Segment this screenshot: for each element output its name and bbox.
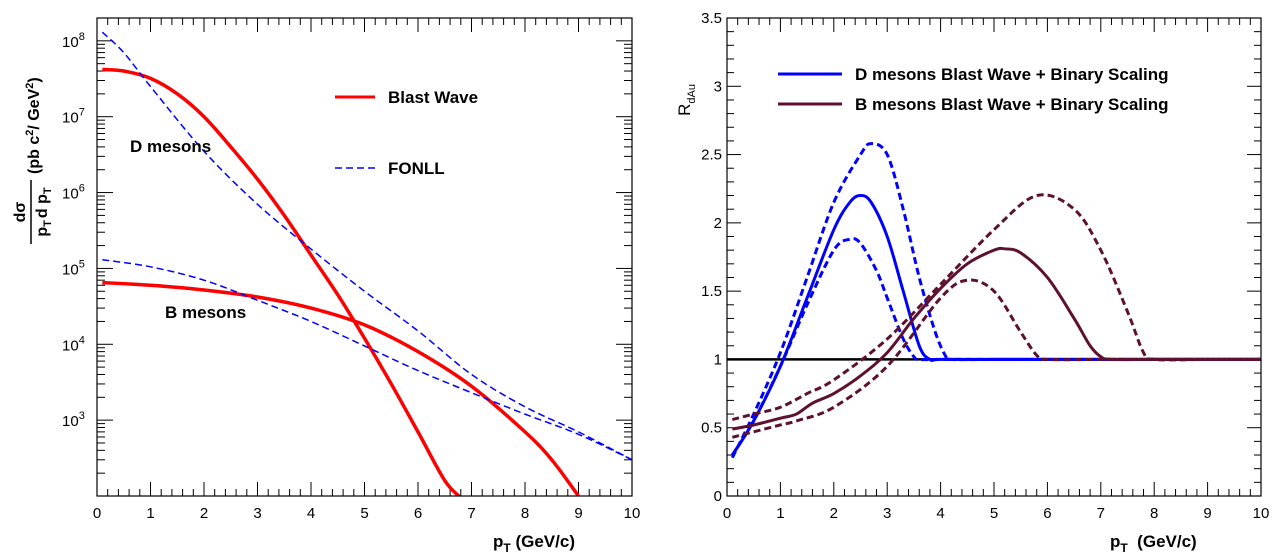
left-y-tick-label: 105 [62,258,85,278]
right-x-tick-label: 5 [990,505,998,522]
left-x-tick-label: 4 [307,505,315,522]
left-x-tick-label: 0 [93,505,101,522]
left-series-line-1 [101,31,632,461]
left-x-tick-label: 5 [360,505,368,522]
right-x-tick-label: 4 [936,505,944,522]
right-series-line-3 [731,237,1261,456]
left-series-line-3 [102,259,632,461]
left-y-tick-label: 103 [62,410,85,430]
right-x-tick-label: 6 [1043,505,1051,522]
right-x-tick-label: 2 [830,505,838,522]
ylabel-units: (pb c2/ GeV2) [24,77,43,174]
right-series-line-6 [731,278,1261,439]
right-y-tick-label: 3 [714,78,722,95]
right-x-tick-label: 1 [776,505,784,522]
annotation-d-mesons: D mesons [130,137,211,156]
right-y-tick-label: 2.5 [701,147,722,164]
right-legend: D mesons Blast Wave + Binary Scaling B m… [778,65,1169,114]
left-chart: 0 1 2 3 4 5 6 7 8 9 10 103 104 105 106 107 108 pT (GeV/… [12,17,641,555]
left-series-line-2 [102,280,580,496]
left-x-tick-label: 6 [414,505,422,522]
right-y-tick-label: 1 [714,351,722,368]
left-x-tick-label: 1 [146,505,154,522]
right-y-tick-label: 1.5 [701,283,722,300]
left-y-tick-label: 107 [62,107,85,127]
svg-text:RdAu: RdAu [675,84,698,116]
left-series-line-0 [102,67,462,496]
left-x-tick-label: 2 [200,505,208,522]
left-x-tick-labels: 0 1 2 3 4 5 6 7 8 9 10 [93,505,641,522]
left-y-tick-label: 108 [62,31,85,51]
left-x-tick-label: 9 [574,505,582,522]
ylabel-fraction-denominator: pTd pT [34,187,54,237]
legend-label-fonll: FONLL [388,159,445,178]
left-y-tick-labels: 103 104 105 106 107 108 [62,31,85,430]
right-series-line-4 [732,246,1261,431]
right-x-tick-label: 8 [1150,505,1158,522]
left-legend: Blast Wave FONLL [335,88,478,178]
right-y-tick-label: 2 [714,215,722,232]
left-x-tick-label: 7 [467,505,475,522]
right-series-line-2 [730,142,1261,459]
left-x-axis-title: pT (GeV/c) [493,532,575,555]
left-axis-ticks [96,17,633,497]
left-x-tick-label: 3 [253,505,261,522]
left-y-tick-label: 104 [62,334,85,354]
legend-label-b-mesons: B mesons Blast Wave + Binary Scaling [855,95,1169,114]
ylabel-fraction-numerator: dσ [12,202,29,223]
left-series-group [101,31,632,496]
right-y-tick-label: 0 [714,488,722,505]
right-axis-ticks [726,17,1262,497]
left-y-axis-title: dσ pTd pT (pb c2/ GeV2) [12,77,54,244]
right-x-tick-label: 3 [883,505,891,522]
right-y-tick-labels: 0 0.5 1 1.5 2 2.5 3 3.5 [701,10,722,505]
right-y-tick-label: 0.5 [701,420,722,437]
legend-label-blast-wave: Blast Wave [388,88,478,107]
left-x-tick-label: 10 [624,505,641,522]
right-x-axis-title: pT (GeV/c) [1110,532,1197,555]
right-y-tick-label: 3.5 [701,10,722,27]
right-series-group [727,142,1261,459]
right-plot-frame [726,17,1262,497]
left-y-tick-label: 106 [62,183,85,203]
right-x-tick-labels: 0 1 2 3 4 5 6 7 8 9 10 [723,505,1270,522]
right-x-tick-label: 9 [1203,505,1211,522]
right-x-tick-label: 0 [723,505,731,522]
right-chart: 0 1 2 3 4 5 6 7 8 9 10 0 0.5 1 1.5 2 2.5 3 3.5 pT (GeV/c)… [675,10,1269,555]
right-series-line-5 [731,193,1261,421]
right-y-axis-title: RdAu [675,84,698,116]
right-x-tick-label: 10 [1253,505,1270,522]
legend-label-d-mesons: D mesons Blast Wave + Binary Scaling [855,65,1169,84]
annotation-b-mesons: B mesons [165,303,246,322]
right-x-tick-label: 7 [1097,505,1105,522]
left-plot-frame [96,17,633,497]
left-x-tick-label: 8 [521,505,529,522]
